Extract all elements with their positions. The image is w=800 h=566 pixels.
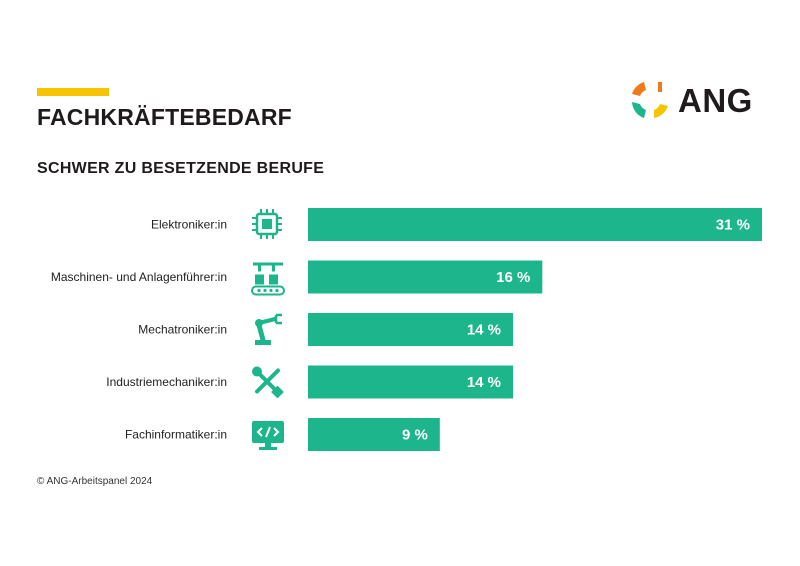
- ang-logo: ANG: [628, 78, 773, 126]
- bar-2: [308, 260, 543, 294]
- bar-5: [308, 418, 440, 451]
- bar-3: [308, 313, 514, 346]
- bar-1: [308, 208, 762, 241]
- bar-4: [308, 365, 514, 399]
- assembly-line-icon: [251, 262, 285, 296]
- chip-icon: [252, 209, 282, 239]
- copyright-footer: © ANG-Arbeitspanel 2024: [37, 476, 153, 487]
- accent-bar: [37, 88, 109, 96]
- monitor-code-icon: [252, 421, 284, 450]
- category-label: Industriemechaniker:in: [106, 375, 227, 389]
- wrench-screwdriver-icon: [252, 366, 284, 399]
- value-label: 16 %: [496, 269, 530, 286]
- value-label: 31 %: [716, 217, 750, 234]
- value-label: 14 %: [467, 322, 501, 339]
- chart-subtitle: SCHWER ZU BESETZENDE BERUFE: [37, 160, 325, 177]
- robot-arm-icon: [255, 313, 282, 345]
- logo-wordmark: ANG: [678, 82, 753, 119]
- category-label: Elektroniker:in: [151, 218, 227, 232]
- chart-title: FACHKRÄFTEBEDARF: [37, 104, 292, 130]
- value-label: 14 %: [467, 374, 501, 391]
- value-label: 9 %: [402, 427, 428, 444]
- ang-logo-mark-icon: [632, 82, 668, 118]
- category-label: Fachinformatiker:in: [125, 428, 227, 442]
- category-label: Mechatroniker:in: [138, 323, 227, 337]
- category-label: Maschinen- und Anlagenführer:in: [51, 270, 227, 284]
